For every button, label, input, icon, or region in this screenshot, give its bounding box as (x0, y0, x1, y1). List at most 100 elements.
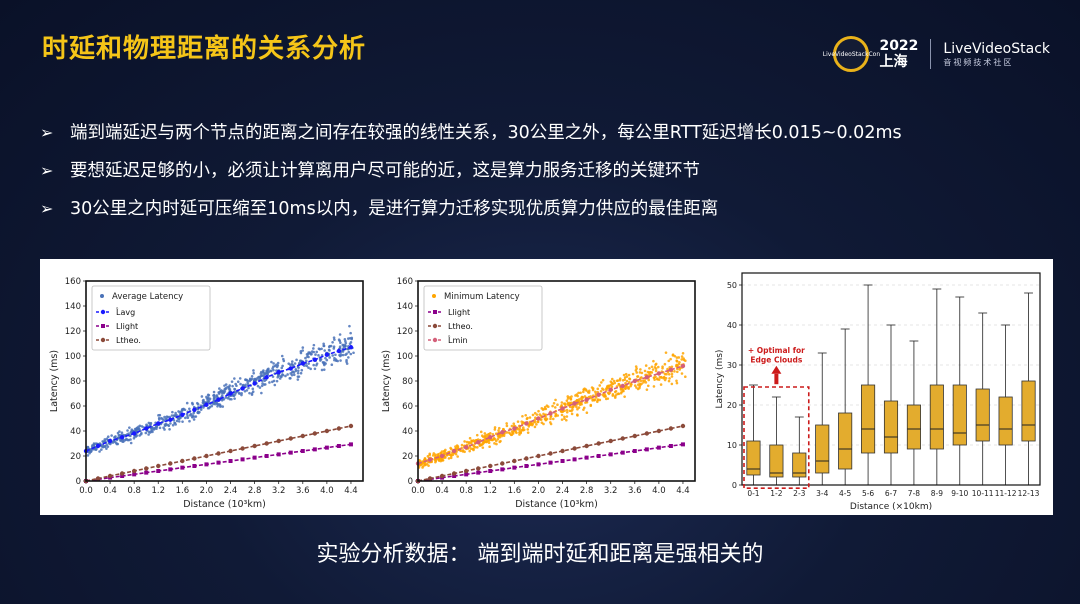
scatter-point (174, 411, 177, 415)
scatter-point (291, 370, 295, 373)
series-marker (476, 470, 481, 475)
scatter-point (470, 439, 473, 443)
series-marker (204, 453, 209, 459)
series-marker (216, 460, 221, 465)
scatter-point (496, 437, 500, 441)
scatter-point (129, 441, 133, 445)
scatter-point (536, 420, 540, 424)
series-marker (500, 467, 505, 472)
bullet-list: ➢ 端到端延迟与两个节点的距离之间存在较强的线性关系，30公里之外，每公里RTT延… (40, 118, 902, 232)
scatter-point (652, 376, 656, 379)
series-marker (348, 345, 354, 350)
series-marker (644, 447, 649, 452)
legend-label: Llight (448, 308, 470, 317)
y-tick-label: 0 (408, 477, 413, 487)
scatter-point (673, 354, 677, 358)
scatter-point (444, 456, 447, 459)
x-tick-label: 0.8 (127, 486, 141, 496)
scatter-point (533, 425, 537, 429)
scatter-point (349, 340, 353, 344)
scatter-point (530, 423, 534, 427)
series-marker (192, 464, 197, 468)
scatter-point (565, 418, 568, 422)
scatter-point (680, 372, 684, 375)
scatter-point (263, 371, 267, 375)
scatter-point (233, 377, 236, 380)
scatter-point (468, 449, 471, 453)
scatter-point (290, 360, 294, 363)
plot-frame (85, 280, 364, 482)
scatter-point (467, 442, 471, 445)
scatter-point (212, 390, 216, 394)
scatter-point (609, 380, 613, 383)
y-tick-label: 140 (397, 302, 413, 312)
series-marker (312, 447, 317, 452)
x-tick-label: 6-7 (885, 489, 897, 498)
scatter-point (610, 385, 614, 389)
series-marker (560, 406, 565, 411)
scatter-point (544, 418, 548, 422)
scatter-point (652, 385, 656, 388)
bullet-item: ➢ 要想延迟足够的小，必须让计算离用户尽可能的近，这是算力服务迁移的关键环节 (40, 156, 902, 194)
scatter-point (602, 388, 605, 391)
series-marker (596, 392, 601, 397)
series-marker (584, 455, 589, 460)
series-marker (300, 449, 305, 453)
scatter-point (320, 368, 324, 372)
series-marker (131, 431, 137, 436)
arrow-up-icon (771, 365, 782, 374)
x-tick-label: 0.8 (459, 486, 473, 496)
series-marker (536, 453, 541, 459)
scatter-point (563, 417, 566, 420)
scatter-point (208, 397, 212, 401)
scatter-point (260, 384, 264, 388)
scatter-point (468, 436, 472, 440)
scatter-point (583, 395, 587, 398)
series-marker (452, 474, 457, 478)
scatter-point (323, 349, 326, 352)
scatter-point (268, 381, 271, 384)
scatter-point (521, 426, 525, 429)
scatter-point (202, 406, 205, 409)
scatter-point (579, 391, 582, 395)
box-body (975, 388, 990, 442)
x-tick-label: 0.4 (435, 486, 449, 496)
scatter-point (663, 372, 667, 376)
scatter-point (199, 408, 203, 411)
scatter-point (331, 340, 334, 344)
series-marker (451, 448, 457, 454)
scatter-point (582, 406, 586, 410)
scatter-point (206, 396, 210, 399)
scatter-point (478, 443, 482, 447)
series-marker (312, 357, 318, 362)
series-marker (572, 457, 577, 462)
series-marker (276, 438, 281, 444)
scatter-point (570, 406, 574, 409)
series-marker (252, 443, 257, 449)
scatter-point (210, 404, 214, 408)
series-marker (168, 461, 173, 466)
scatter-point (502, 428, 506, 431)
legend-marker (100, 309, 106, 315)
y-tick-label: 80 (402, 377, 413, 387)
scatter-point (654, 369, 658, 373)
scatter-point (636, 375, 640, 378)
scatter-point (188, 407, 191, 411)
scatter-point (297, 375, 301, 378)
scatter-point (643, 369, 647, 373)
box-body (883, 400, 899, 454)
scatter-point (565, 408, 569, 412)
y-tick-label: 160 (397, 277, 413, 287)
x-tick-label: 8-9 (931, 489, 943, 498)
scatter-point (484, 435, 488, 439)
scatter-point (269, 369, 273, 373)
scatter-point (237, 391, 241, 395)
scatter-point (627, 373, 631, 377)
scatter-point (140, 431, 143, 435)
legend-label: Minimum Latency (444, 292, 520, 302)
legend-label: Ltheo. (116, 336, 141, 345)
scatter-point (598, 384, 602, 387)
scatter-point (510, 430, 514, 433)
scatter-point (149, 421, 153, 425)
scatter-point (328, 356, 331, 359)
